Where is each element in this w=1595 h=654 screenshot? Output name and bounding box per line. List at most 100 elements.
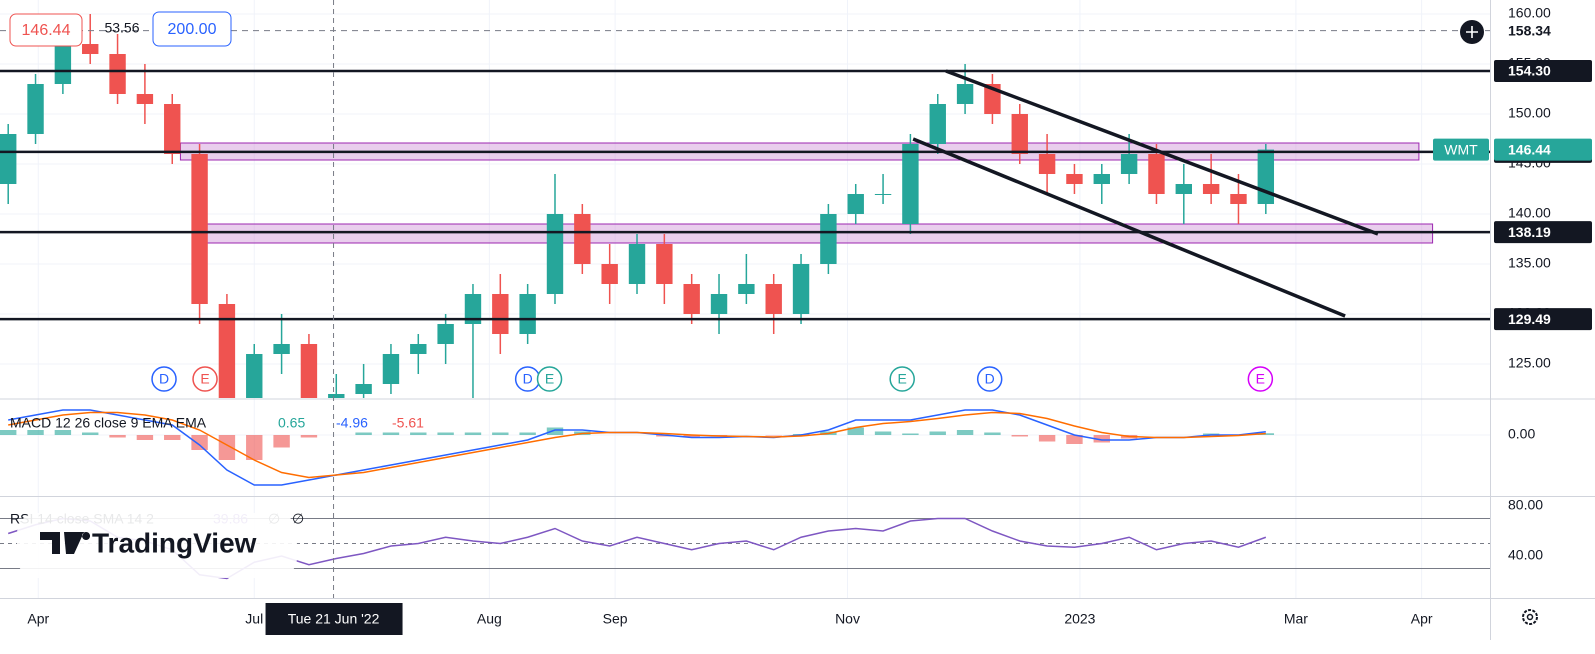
histogram-bar (218, 435, 236, 460)
symbol-label: WMT (1444, 141, 1478, 157)
trend-line (912, 137, 1346, 318)
candle-body (710, 294, 728, 314)
candle-body (956, 84, 974, 104)
event-label: D (159, 371, 169, 387)
histogram-bar (382, 432, 400, 435)
candle-body (601, 264, 618, 284)
candle-body (1148, 154, 1165, 194)
candle-body (0, 134, 17, 184)
x-tick-label: Jul (245, 611, 263, 627)
histogram-bar (246, 435, 263, 460)
event-badge[interactable] (1247, 366, 1274, 392)
watermark-box (17, 513, 297, 578)
chip: 53.56 (104, 20, 139, 36)
candle-body (546, 214, 564, 294)
candle-body (300, 344, 318, 398)
price-line-label-box (1494, 60, 1592, 82)
histogram-bar (1066, 435, 1083, 444)
y-tick-label: 160.00 (1508, 5, 1551, 21)
indicator-value: -5.61 (392, 415, 424, 431)
candle-body (820, 214, 837, 264)
price-line-label: 129.49 (1508, 311, 1551, 327)
candle-body (1175, 184, 1192, 194)
event-badge[interactable] (976, 366, 1003, 392)
candle-body (492, 294, 509, 334)
histogram-bar (273, 435, 290, 448)
histogram-bar (1093, 435, 1110, 443)
event-label: E (898, 371, 907, 387)
candle-body (738, 284, 755, 294)
candle-body (765, 284, 782, 314)
price-line-label: 138.19 (1508, 224, 1551, 240)
y-tick-label: 150.00 (1508, 105, 1551, 121)
event-badge[interactable] (536, 366, 563, 392)
histogram-bar (847, 427, 864, 435)
x-tick-label: 2023 (1064, 611, 1095, 627)
chip: 200.00 (168, 21, 217, 38)
histogram-bar (355, 432, 372, 435)
dashed-price-label: 158.34 (1508, 22, 1551, 38)
event-badge[interactable] (192, 366, 218, 392)
settings-button[interactable] (1522, 609, 1538, 625)
candle-body (54, 44, 72, 84)
price-line-label-box (1494, 221, 1592, 244)
candle-body (1230, 194, 1247, 204)
candle-body (191, 154, 208, 304)
event-label: D (523, 371, 533, 387)
indicator-value: -4.96 (336, 415, 368, 431)
chip-box (152, 11, 232, 47)
histogram-bar (929, 431, 946, 435)
histogram-bar (136, 435, 154, 440)
candle-body (382, 354, 400, 384)
price-line-label: 154.30 (1508, 63, 1551, 79)
candle-body (792, 264, 810, 314)
y-tick-label: 135.00 (1508, 255, 1551, 271)
event-label: D (985, 371, 995, 387)
histogram-bar (902, 433, 919, 435)
last-price-label: 146.44 (1508, 141, 1551, 157)
pane (0, 409, 1275, 486)
candle-body (683, 284, 700, 314)
x-tick-label: Aug (477, 611, 502, 627)
candle-body (1120, 154, 1138, 174)
histogram-bar (1038, 435, 1056, 442)
chip: 146.44 (22, 22, 71, 39)
candle-body (929, 104, 946, 144)
candle-body (328, 394, 345, 398)
candle-body (1011, 114, 1028, 154)
candle-body (1093, 174, 1110, 184)
event-label: E (545, 371, 554, 387)
crosshair-label: Tue 21 Jun '22 (288, 611, 380, 627)
x-tick-label: Mar (1284, 611, 1308, 627)
histogram-bar (464, 432, 482, 435)
watermark-logo (40, 532, 91, 554)
candle-body (1257, 149, 1275, 204)
histogram-bar (410, 432, 427, 435)
event-badge[interactable] (889, 366, 915, 392)
crosshair-box (265, 603, 403, 635)
histogram-bar (164, 435, 181, 440)
event-badge[interactable] (151, 366, 177, 392)
watermark-text: TradingView (92, 527, 257, 558)
indicator-value: ∅ (292, 511, 304, 527)
candle-body (82, 44, 99, 54)
candle-body (410, 344, 427, 354)
add-icon (1466, 26, 1478, 38)
last-price-label-box (1494, 138, 1592, 161)
x-tick-label: Apr (27, 611, 49, 627)
histogram-bar (984, 432, 1001, 435)
candle-body (1202, 184, 1220, 194)
histogram-bar (546, 427, 564, 435)
candle-body (164, 104, 181, 154)
histogram-bar (437, 432, 454, 435)
pane (0, 14, 1490, 398)
x-tick-label: Sep (603, 611, 628, 627)
trend-line (945, 69, 1379, 236)
candle-body (902, 144, 919, 224)
candle-body (656, 244, 673, 284)
candle-body (464, 294, 482, 324)
dashed-price-label-box (1494, 19, 1592, 42)
y-tick-label: 40.00 (1508, 547, 1543, 563)
histogram-bar (492, 432, 509, 435)
